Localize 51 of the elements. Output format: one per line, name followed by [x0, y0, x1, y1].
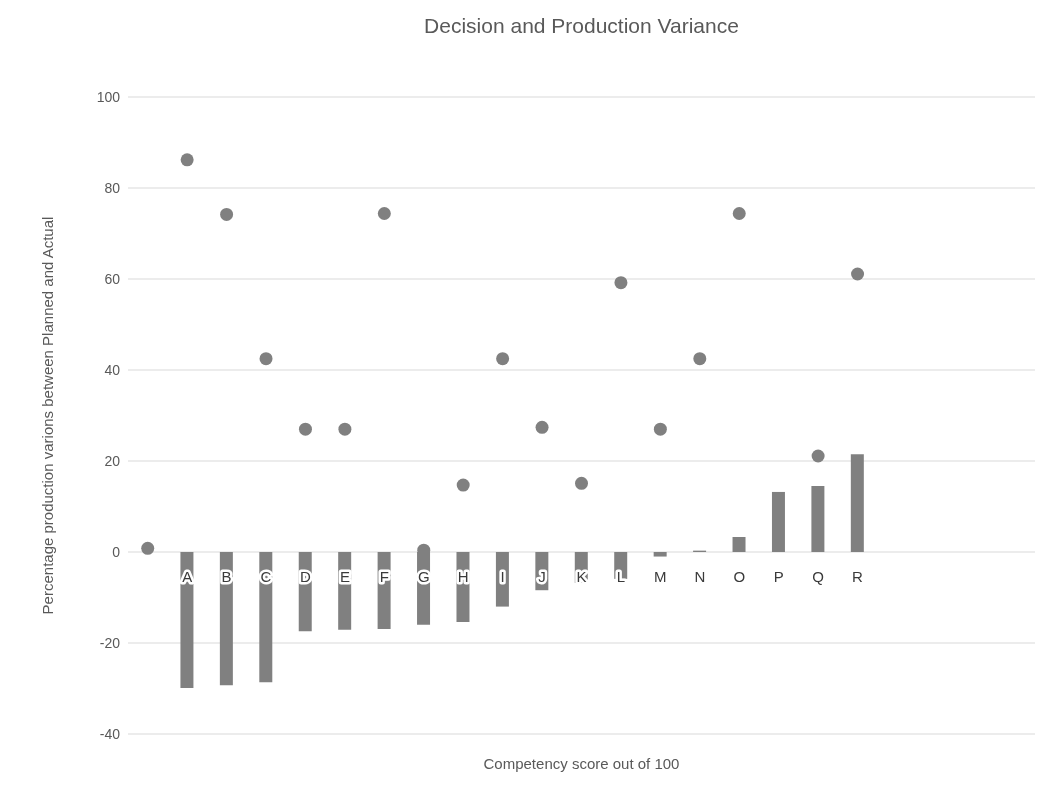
point	[298, 422, 312, 436]
x-axis-title: Competency score out of 100	[483, 755, 680, 772]
point	[377, 206, 391, 220]
y-tick-label: 40	[104, 361, 121, 378]
point	[338, 422, 352, 436]
x-tick-label: A	[182, 568, 193, 585]
point	[259, 352, 273, 366]
x-tick-label: G	[417, 568, 430, 585]
point	[614, 276, 628, 290]
y-tick-label: 80	[104, 179, 121, 196]
x-tick-label: K	[576, 568, 587, 585]
x-tick-label: I	[500, 568, 505, 585]
bar	[653, 552, 667, 557]
x-tick-label: D	[300, 568, 312, 585]
point	[693, 352, 707, 366]
y-axis-title: Percentage production varions between Planned and Actual	[39, 216, 57, 615]
point	[496, 352, 510, 366]
x-tick-label: N	[694, 568, 706, 585]
point	[141, 541, 155, 555]
bar	[850, 454, 864, 552]
x-tick-label: C	[260, 568, 272, 585]
x-tick-label: E	[339, 568, 350, 585]
point	[732, 206, 746, 220]
bar	[771, 491, 785, 552]
y-tick-label: 100	[96, 88, 121, 105]
point	[811, 449, 825, 463]
x-tick-label: F	[379, 568, 389, 585]
y-tick-label: 0	[112, 543, 121, 560]
bar	[811, 486, 825, 552]
x-tick-label: P	[773, 568, 784, 585]
y-tick-label: -20	[99, 634, 121, 651]
point	[575, 476, 588, 490]
point	[535, 420, 549, 434]
y-tick-label: 60	[104, 270, 121, 287]
point	[851, 267, 865, 281]
y-tick-label: -40	[99, 725, 121, 742]
x-tick-label: R	[852, 568, 864, 585]
x-tick-label: M	[654, 568, 667, 585]
x-tick-label: B	[221, 568, 232, 585]
bar	[732, 536, 746, 552]
x-tick-label: H	[457, 568, 469, 585]
point	[456, 478, 470, 492]
bar	[180, 552, 194, 689]
point	[180, 153, 194, 167]
y-tick-label: 20	[104, 452, 121, 469]
chart-title: Decision and Production Variance	[423, 14, 740, 38]
x-tick-label: O	[733, 568, 746, 585]
x-tick-label: Q	[812, 568, 824, 585]
x-tick-label: J	[538, 568, 546, 585]
point	[220, 207, 234, 221]
point	[653, 422, 667, 436]
